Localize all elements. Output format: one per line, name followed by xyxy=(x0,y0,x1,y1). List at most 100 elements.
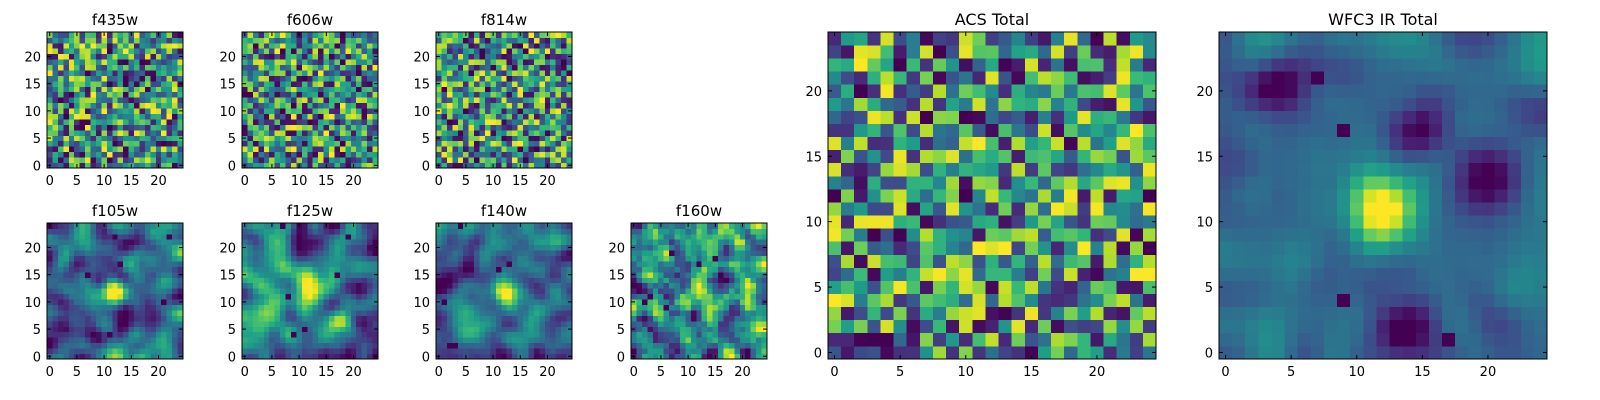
heatmap-cell xyxy=(690,282,697,289)
heatmap-cell xyxy=(247,162,254,169)
heatmap-cell xyxy=(1051,175,1065,190)
heatmap-cell xyxy=(539,310,546,316)
heatmap-cell xyxy=(463,320,470,327)
heatmap-cell xyxy=(74,250,81,257)
heatmap-cell xyxy=(52,151,59,158)
heatmap-cell xyxy=(528,337,535,344)
heatmap-cell xyxy=(63,97,70,104)
heatmap-cell xyxy=(258,119,265,125)
heatmap-cell xyxy=(79,271,86,278)
heatmap-cell xyxy=(696,348,703,354)
heatmap-cell xyxy=(63,48,70,55)
heatmap-cell xyxy=(641,315,648,322)
heatmap-cell xyxy=(57,162,64,169)
heatmap-cell xyxy=(712,239,719,246)
heatmap-cell xyxy=(329,32,335,38)
heatmap-cell xyxy=(361,48,368,55)
heatmap-cell xyxy=(906,149,921,164)
heatmap-cell xyxy=(641,326,648,333)
heatmap-cell xyxy=(339,310,346,316)
heatmap-cell xyxy=(74,42,81,49)
heatmap-cell xyxy=(501,64,508,71)
heatmap-cell xyxy=(361,228,368,235)
heatmap-cell xyxy=(446,64,453,71)
heatmap-cell xyxy=(367,233,373,240)
heatmap-cell xyxy=(636,223,643,229)
heatmap-cell xyxy=(329,266,335,273)
heatmap-cell xyxy=(269,299,276,305)
heatmap-cell xyxy=(539,282,546,289)
heatmap-cell xyxy=(150,277,157,284)
heatmap-cell xyxy=(479,157,486,163)
heatmap-cell xyxy=(296,80,303,87)
heatmap-cell xyxy=(52,223,59,229)
heatmap-cell xyxy=(712,331,719,338)
heatmap-cell xyxy=(74,157,81,163)
heatmap-cell xyxy=(490,140,497,147)
heatmap-cell xyxy=(372,42,379,49)
heatmap-cell xyxy=(112,228,119,235)
heatmap-cell xyxy=(685,233,692,240)
heatmap-cell xyxy=(356,337,363,344)
heatmap-cell xyxy=(323,86,330,93)
heatmap-cell xyxy=(106,140,113,147)
heatmap-cell xyxy=(452,124,459,131)
heatmap-cell xyxy=(112,75,119,82)
heatmap-cell xyxy=(166,80,173,87)
heatmap-cell xyxy=(269,250,276,257)
heatmap-cell xyxy=(452,162,459,169)
heatmap-cell xyxy=(301,223,308,229)
heatmap-cell xyxy=(533,135,540,142)
heatmap-cell xyxy=(242,64,248,71)
heatmap-cell xyxy=(361,91,368,98)
heatmap-cell xyxy=(723,315,730,322)
heatmap-cell xyxy=(1024,162,1039,177)
y-tick-label: 0 xyxy=(33,350,41,365)
heatmap-cell xyxy=(285,250,292,257)
heatmap-cell xyxy=(161,42,168,49)
heatmap-cell xyxy=(1064,345,1078,360)
heatmap-cell xyxy=(296,228,303,235)
heatmap-cell xyxy=(452,91,459,98)
heatmap-cell xyxy=(718,293,724,300)
heatmap-cell xyxy=(134,59,140,66)
heatmap-cell xyxy=(101,266,108,273)
heatmap-cell xyxy=(652,250,659,257)
heatmap-cell xyxy=(263,162,270,169)
heatmap-cell xyxy=(517,70,524,76)
heatmap-cell xyxy=(74,140,81,147)
heatmap-cell xyxy=(893,306,908,321)
heatmap-cell xyxy=(474,348,480,354)
heatmap-cell xyxy=(441,37,448,44)
heatmap-cell xyxy=(539,42,546,49)
heatmap-cell xyxy=(63,342,70,349)
heatmap-cell xyxy=(436,146,442,153)
heatmap-cell xyxy=(134,239,140,246)
heatmap-cell xyxy=(555,250,562,257)
x-tick-label: 20 xyxy=(539,365,556,380)
heatmap-cell xyxy=(63,151,70,158)
heatmap-cell xyxy=(468,70,475,76)
heatmap-cell xyxy=(495,288,502,295)
heatmap-cell xyxy=(139,342,146,349)
heatmap-cell xyxy=(334,255,341,262)
heatmap-cell xyxy=(242,239,248,246)
heatmap-cell xyxy=(106,119,113,125)
heatmap-cell xyxy=(356,102,363,109)
heatmap-cell xyxy=(441,288,448,295)
heatmap-cell xyxy=(452,59,459,66)
heatmap-cell xyxy=(247,299,254,305)
heatmap-cell xyxy=(285,299,292,305)
heatmap-cell xyxy=(561,162,567,169)
heatmap-cell xyxy=(63,331,70,338)
heatmap-cell xyxy=(841,254,855,268)
heatmap-cell xyxy=(166,48,173,55)
heatmap-cell xyxy=(555,124,562,131)
heatmap-cell xyxy=(828,280,842,294)
heatmap-cell xyxy=(301,151,308,158)
heatmap-cell xyxy=(998,293,1013,308)
heatmap-cell xyxy=(555,337,562,344)
heatmap-cell xyxy=(356,70,363,76)
heatmap-cells xyxy=(242,32,379,169)
heatmap-cell xyxy=(128,48,135,55)
